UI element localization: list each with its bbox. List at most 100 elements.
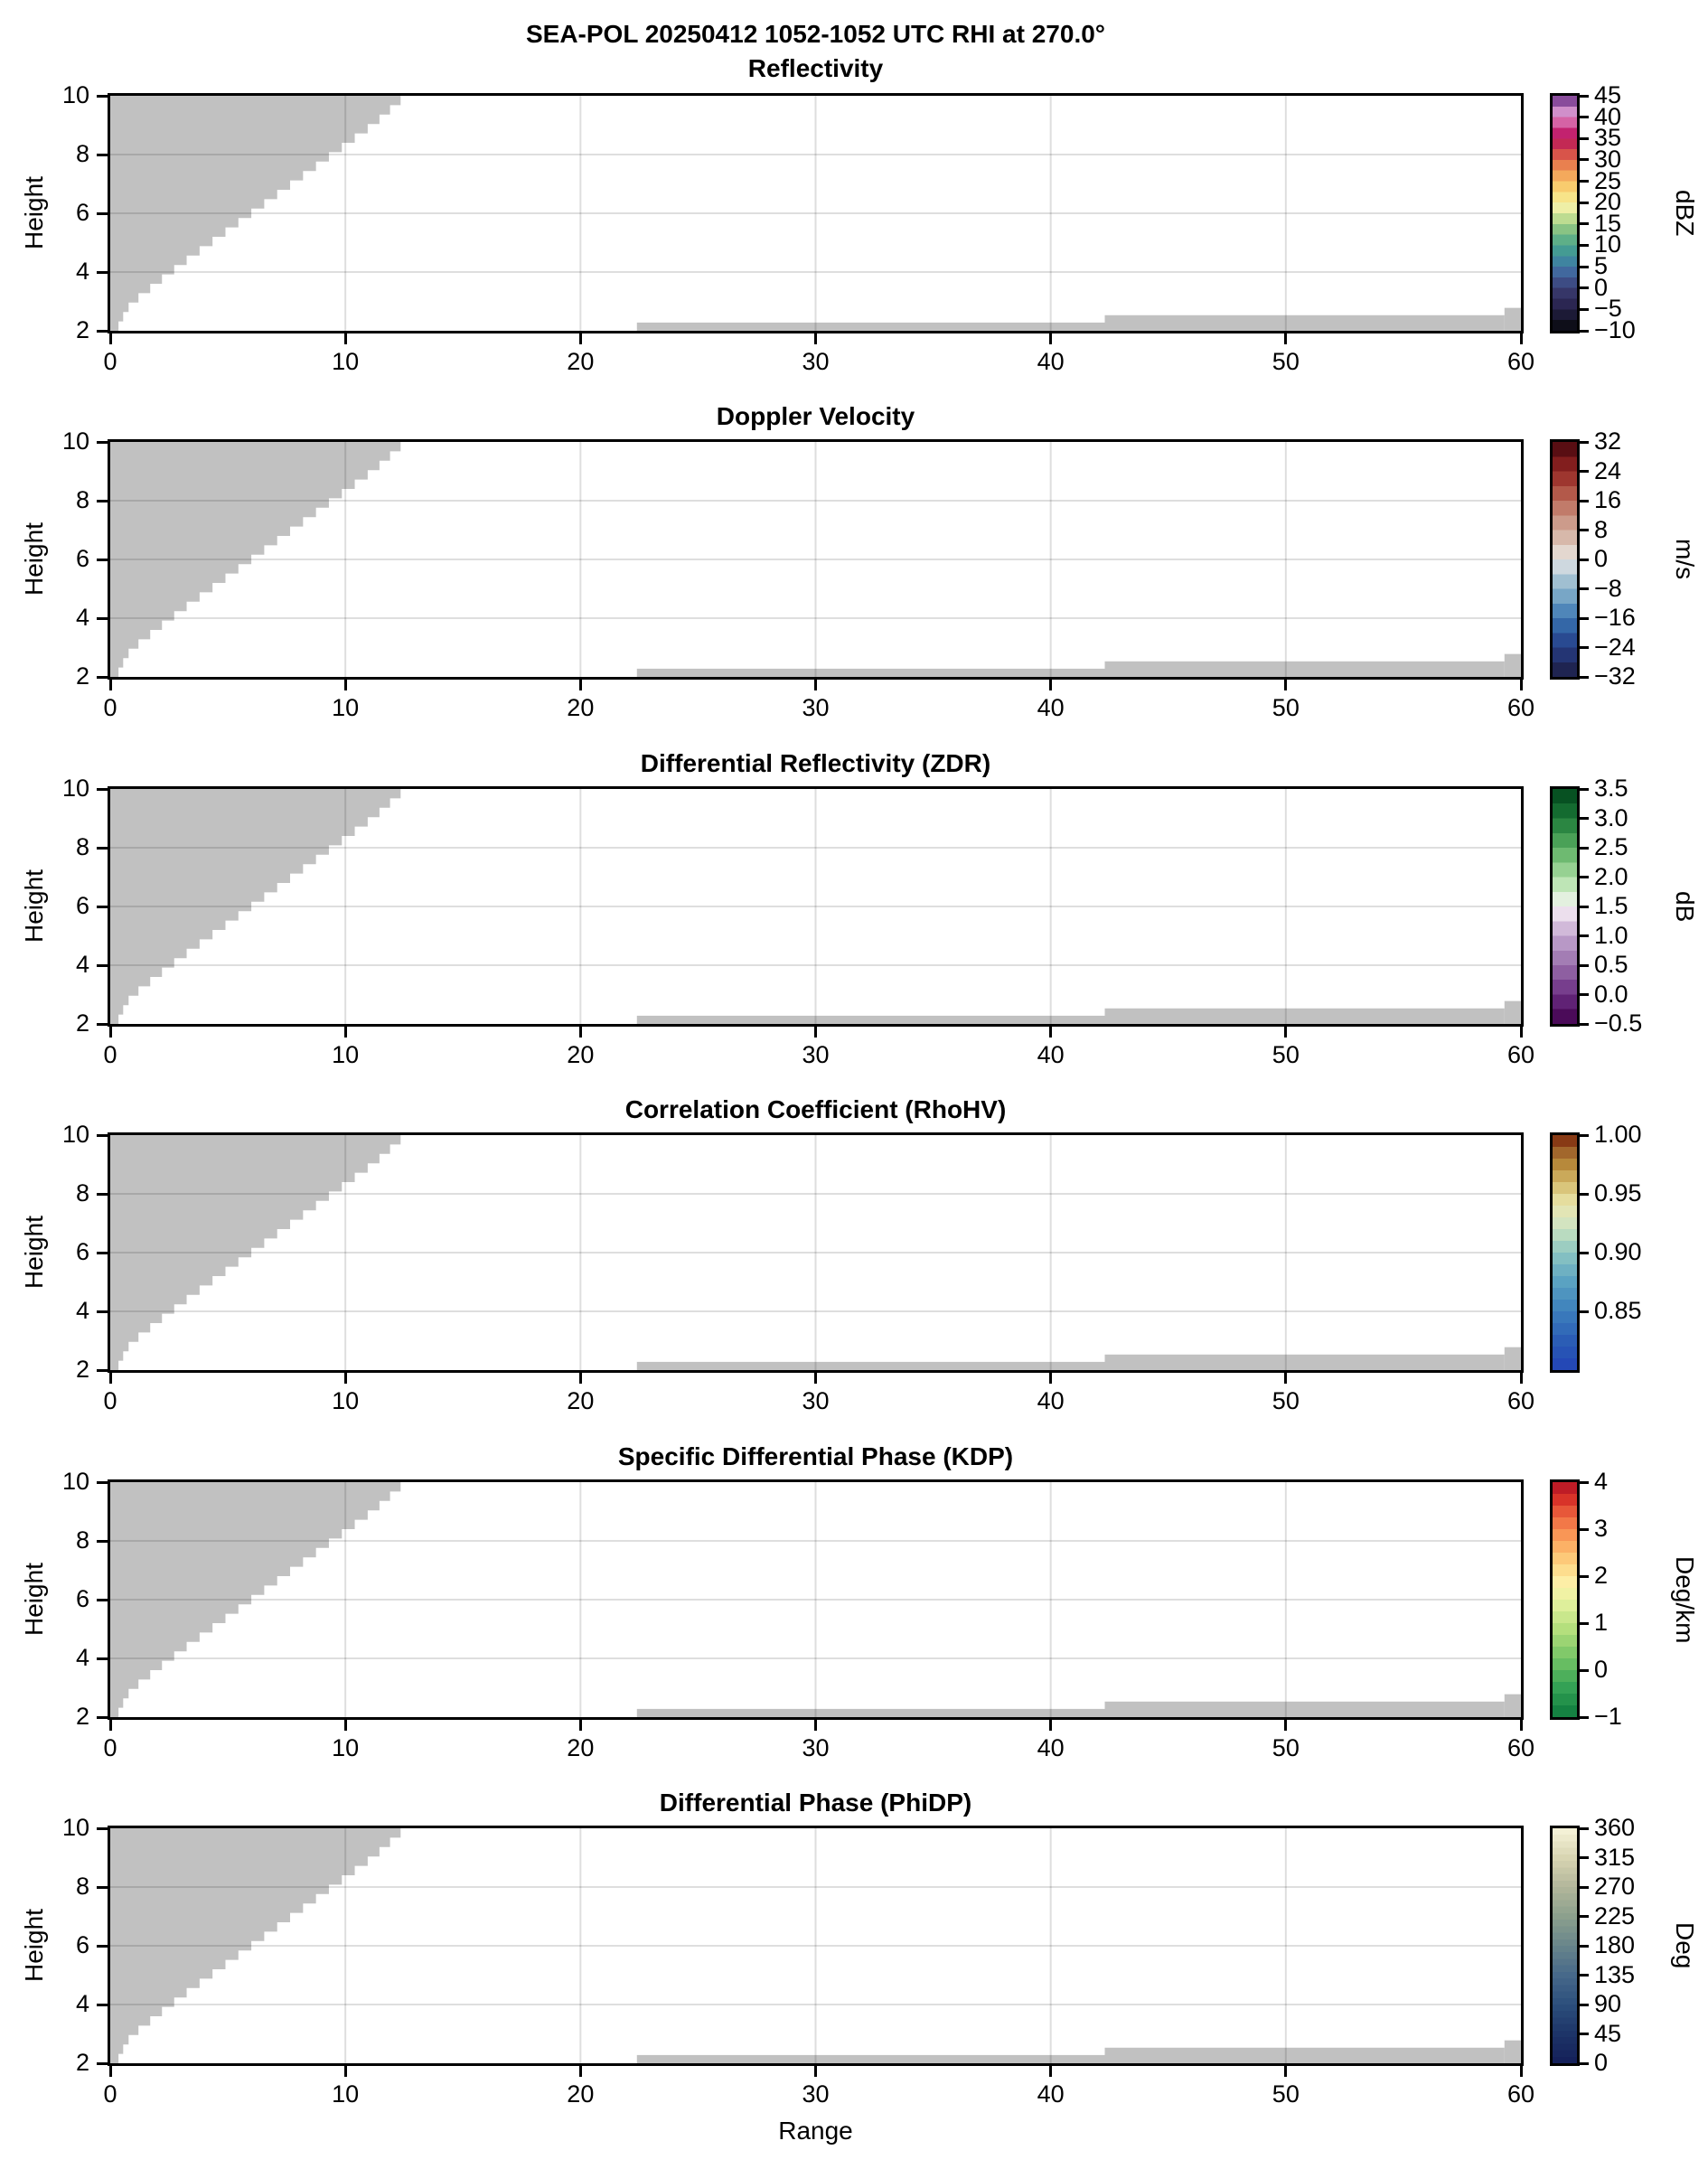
x-tick-label: 0 [103,1041,117,1068]
colorbar-unit-label: m/s [1671,539,1699,580]
x-tick-mark [1284,1027,1288,1038]
colorbar-tick-label: 0.90 [1594,1238,1642,1265]
x-tick-mark [814,2066,817,2077]
colorbar-tick-mark [1580,499,1589,502]
colorbar-tick-label: 2.0 [1594,862,1628,890]
y-tick-label: 4 [75,604,89,631]
x-tick-mark [578,2066,582,2077]
colorbar-tick-mark [1580,1527,1589,1531]
y-tick-label: 6 [75,545,89,572]
y-tick-label: 8 [75,1179,89,1207]
x-tick-mark [1519,680,1523,690]
colorbar-tick-mark [1580,286,1589,290]
colorbar-unit-label: dBZ [1671,190,1699,237]
x-tick-label: 50 [1272,1387,1300,1414]
mask-wedge [110,789,410,1024]
colorbar-tick-label: 1.5 [1594,892,1628,919]
colorbar-gradient [1553,1135,1577,1370]
colorbar [1550,439,1580,680]
plot-area [108,786,1524,1027]
x-tick-mark [578,1027,582,1038]
x-tick-label: 40 [1037,1387,1065,1414]
colorbar-tick-label: 1.0 [1594,921,1628,949]
colorbar-tick-label: 1 [1594,1609,1609,1636]
colorbar-tick-label: 0 [1594,545,1609,572]
colorbar-tick-mark [1580,2061,1589,2065]
x-tick-mark [1519,2066,1523,2077]
y-tick-label: 4 [75,258,89,285]
colorbar-gradient [1553,1482,1577,1717]
colorbar-tick-label: 0 [1594,2049,1609,2076]
x-tick-mark [1519,1373,1523,1384]
x-tick-label: 0 [103,2080,117,2108]
x-tick-label: 40 [1037,1734,1065,1761]
x-tick-label: 0 [103,348,117,375]
x-tick-label: 10 [332,1041,360,1068]
x-tick-mark [1284,1720,1288,1731]
colorbar-tick-label: 90 [1594,1990,1622,2017]
colorbar-tick-label: 2.5 [1594,833,1628,860]
colorbar-tick-mark [1580,558,1589,561]
colorbar-tick-label: 225 [1594,1901,1636,1930]
x-tick-mark [1049,1373,1053,1384]
colorbar-tick-mark [1580,470,1589,473]
colorbar-tick-label: 1.00 [1594,1121,1642,1148]
y-tick-mark [97,499,108,502]
colorbar-tick-mark [1580,963,1589,967]
colorbar-tick-mark [1580,675,1589,679]
x-tick-mark [578,1720,582,1731]
x-tick-mark [108,680,112,690]
colorbar-tick-label: 45 [1594,81,1622,108]
colorbar-tick-label: 16 [1594,486,1622,513]
x-tick-label: 60 [1506,1734,1535,1761]
y-tick-label: 2 [75,1009,89,1037]
colorbar-tick-mark [1580,616,1589,620]
y-tick-mark [97,1022,108,1026]
colorbar-tick-mark [1580,1715,1589,1719]
colorbar-tick-label: 0 [1594,1656,1609,1683]
colorbar-tick-label: 0.85 [1594,1297,1642,1324]
colorbar-tick-label: −32 [1594,662,1636,690]
x-tick-mark [1519,333,1523,344]
x-tick-label: 10 [332,2080,360,2108]
y-tick-mark [97,1251,108,1254]
y-tick-label: 10 [61,775,89,802]
colorbar-tick-label: 24 [1594,456,1622,484]
y-tick-mark [97,1885,108,1889]
colorbar-tick-label: 0.95 [1594,1179,1642,1207]
x-tick-mark [108,2066,112,2077]
y-tick-mark [97,1715,108,1719]
x-tick-label: 40 [1037,348,1065,375]
colorbar-tick-label: 25 [1594,166,1622,194]
y-tick-mark [97,905,108,908]
plot-area [108,1479,1524,1720]
x-tick-label: 20 [567,1041,595,1068]
y-tick-label: 10 [61,1121,89,1148]
colorbar-tick-mark [1580,265,1589,268]
y-tick-mark [97,2003,108,2006]
x-tick-label: 30 [802,348,830,375]
y-tick-label: 4 [75,1297,89,1324]
x-tick-label: 30 [802,1387,830,1414]
x-tick-label: 20 [567,1387,595,1414]
x-tick-label: 30 [802,1041,830,1068]
colorbar-tick-mark [1580,116,1589,119]
colorbar-tick-label: 30 [1594,145,1622,173]
x-tick-label: 30 [802,1734,830,1761]
x-tick-label: 10 [332,694,360,721]
plot-canvas [110,442,1521,677]
mask-wedge [110,96,410,331]
x-tick-label: 60 [1506,1387,1535,1414]
colorbar-tick-mark [1580,1915,1589,1918]
y-tick-mark [97,787,108,791]
colorbar-tick-mark [1580,136,1589,140]
x-tick-mark [578,333,582,344]
x-tick-mark [814,333,817,344]
y-tick-label: 8 [75,1873,89,1900]
y-tick-label: 6 [75,199,89,226]
colorbar-tick-mark [1580,201,1589,204]
colorbar-tick-label: 180 [1594,1931,1636,1958]
colorbar-tick-label: 10 [1594,230,1622,258]
y-tick-label: 6 [75,1931,89,1958]
mask-strip [1104,2047,1505,2063]
